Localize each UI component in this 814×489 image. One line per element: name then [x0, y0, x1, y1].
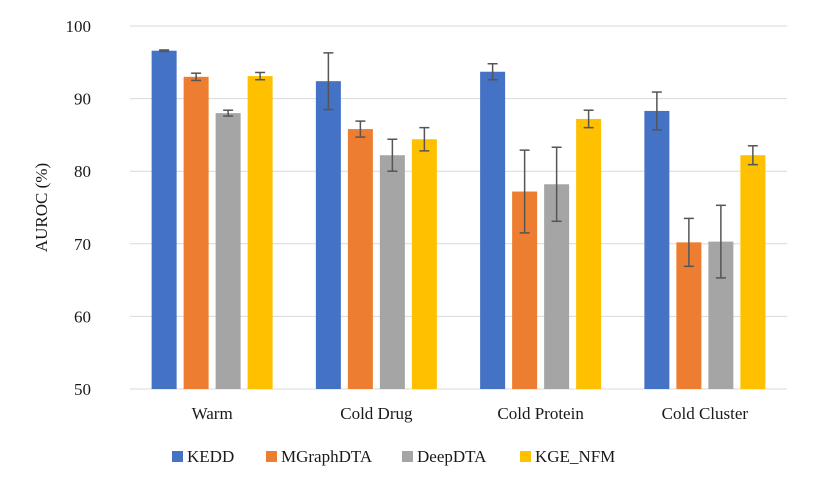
x-category-label: Cold Cluster [662, 404, 749, 423]
legend-label: MGraphDTA [281, 447, 373, 466]
legend-label: DeepDTA [417, 447, 487, 466]
bar-kge-nfm-cold-protein [576, 118, 602, 389]
legend-label: KGE_NFM [535, 447, 615, 466]
error-bar-kedd-cold-cluster [651, 91, 662, 131]
bar-kedd-cold-drug [315, 81, 341, 390]
error-bar-deepdta-cold-protein [551, 146, 562, 223]
y-tick-label: 100 [66, 17, 92, 36]
bar-deepdta-cold-drug [379, 155, 405, 389]
x-axis-categories: Warm Cold Drug Cold Protein Cold Cluster [192, 404, 749, 423]
y-tick-label: 70 [74, 235, 91, 254]
x-category-label: Cold Protein [497, 404, 584, 423]
error-bar-kedd-warm [159, 49, 170, 53]
error-bar-mgraphdta-cold-protein [519, 149, 530, 234]
bar-deepdta-warm [215, 113, 241, 390]
bars [151, 50, 766, 390]
bar-kge-nfm-warm [247, 76, 273, 390]
legend-swatch [172, 451, 183, 462]
legend-item-kge-nfm: KGE_NFM [520, 447, 615, 466]
error-bar-kge-nfm-cold-protein [583, 109, 594, 129]
legend-swatch [520, 451, 531, 462]
legend: KEDD MGraphDTA DeepDTA KGE_NFM [172, 447, 615, 466]
error-bars [159, 49, 758, 279]
bar-mgraphdta-cold-drug [347, 129, 373, 390]
bar-kedd-cold-cluster [644, 110, 670, 389]
error-bar-kge-nfm-cold-drug [419, 126, 430, 152]
legend-swatch [266, 451, 277, 462]
bar-kedd-warm [151, 50, 177, 390]
y-tick-label: 50 [74, 380, 91, 399]
error-bar-mgraphdta-warm [191, 72, 202, 82]
bar-mgraphdta-warm [183, 76, 209, 389]
y-axis-title: AUROC (%) [32, 163, 51, 252]
bar-kge-nfm-cold-cluster [740, 155, 766, 389]
legend-swatch [402, 451, 413, 462]
error-bar-kge-nfm-cold-cluster [747, 145, 758, 166]
y-tick-label: 60 [74, 307, 91, 326]
error-bar-deepdta-cold-drug [387, 138, 398, 172]
y-tick-label: 80 [74, 162, 91, 181]
x-category-label: Warm [192, 404, 233, 423]
y-tick-label: 90 [74, 90, 91, 109]
error-bar-kedd-cold-protein [487, 63, 498, 81]
legend-item-kedd: KEDD [172, 447, 234, 466]
error-bar-kedd-cold-drug [323, 52, 334, 111]
bar-kge-nfm-cold-drug [411, 139, 437, 389]
x-category-label: Cold Drug [340, 404, 413, 423]
error-bar-mgraphdta-cold-cluster [683, 217, 694, 268]
error-bar-kge-nfm-warm [255, 71, 266, 81]
legend-label: KEDD [187, 447, 234, 466]
legend-item-mgraphdta: MGraphDTA [266, 447, 373, 466]
error-bar-mgraphdta-cold-drug [355, 120, 366, 138]
y-axis-ticks: 50 60 70 80 90 100 [66, 17, 92, 399]
error-bar-deepdta-cold-cluster [715, 204, 726, 279]
bar-kedd-cold-protein [480, 71, 506, 389]
legend-item-deepdta: DeepDTA [402, 447, 487, 466]
error-bar-deepdta-warm [223, 109, 234, 117]
